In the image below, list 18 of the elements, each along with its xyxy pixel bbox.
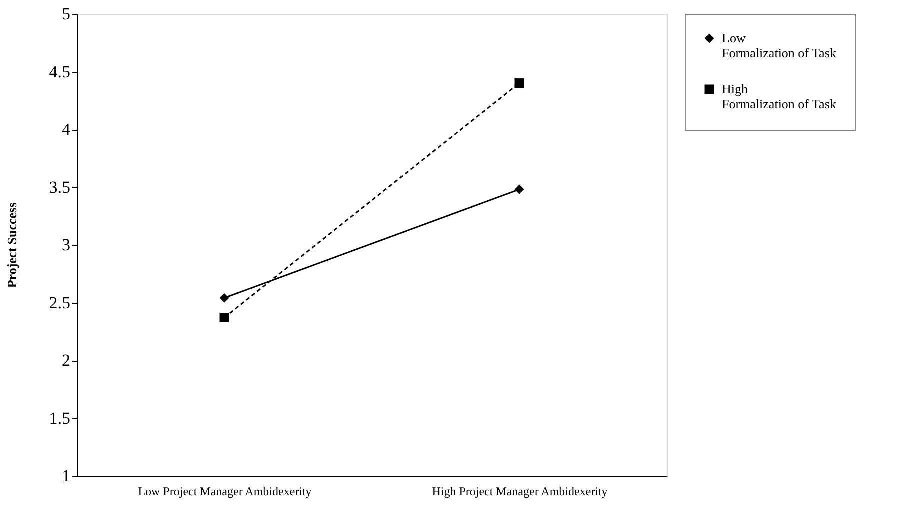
point [220,293,230,303]
y-tick-label: 5 [62,4,70,24]
point [514,184,524,194]
y-tick-label: 2.5 [49,293,70,312]
point [220,313,230,323]
y-tick-label: 1 [62,466,70,486]
y-tick-label: 2 [62,351,70,370]
legend-label: Low Formalization of Task [722,30,837,60]
y-tick-label: 1.5 [49,408,70,428]
point [514,78,524,88]
y-tick-label: 4 [62,120,71,139]
y-tick-label: 3 [62,236,70,254]
y-tick-label: 3.5 [49,178,70,197]
x-tick-label: Low Project Manager Ambidexerity [138,484,312,498]
y-tick-label: 4.5 [49,62,70,82]
x-tick-label: High Project Manager Ambidexerity [432,484,608,498]
y-axis-title: Project Success [4,202,20,288]
legend-label: High Formalization of Task [722,82,837,112]
